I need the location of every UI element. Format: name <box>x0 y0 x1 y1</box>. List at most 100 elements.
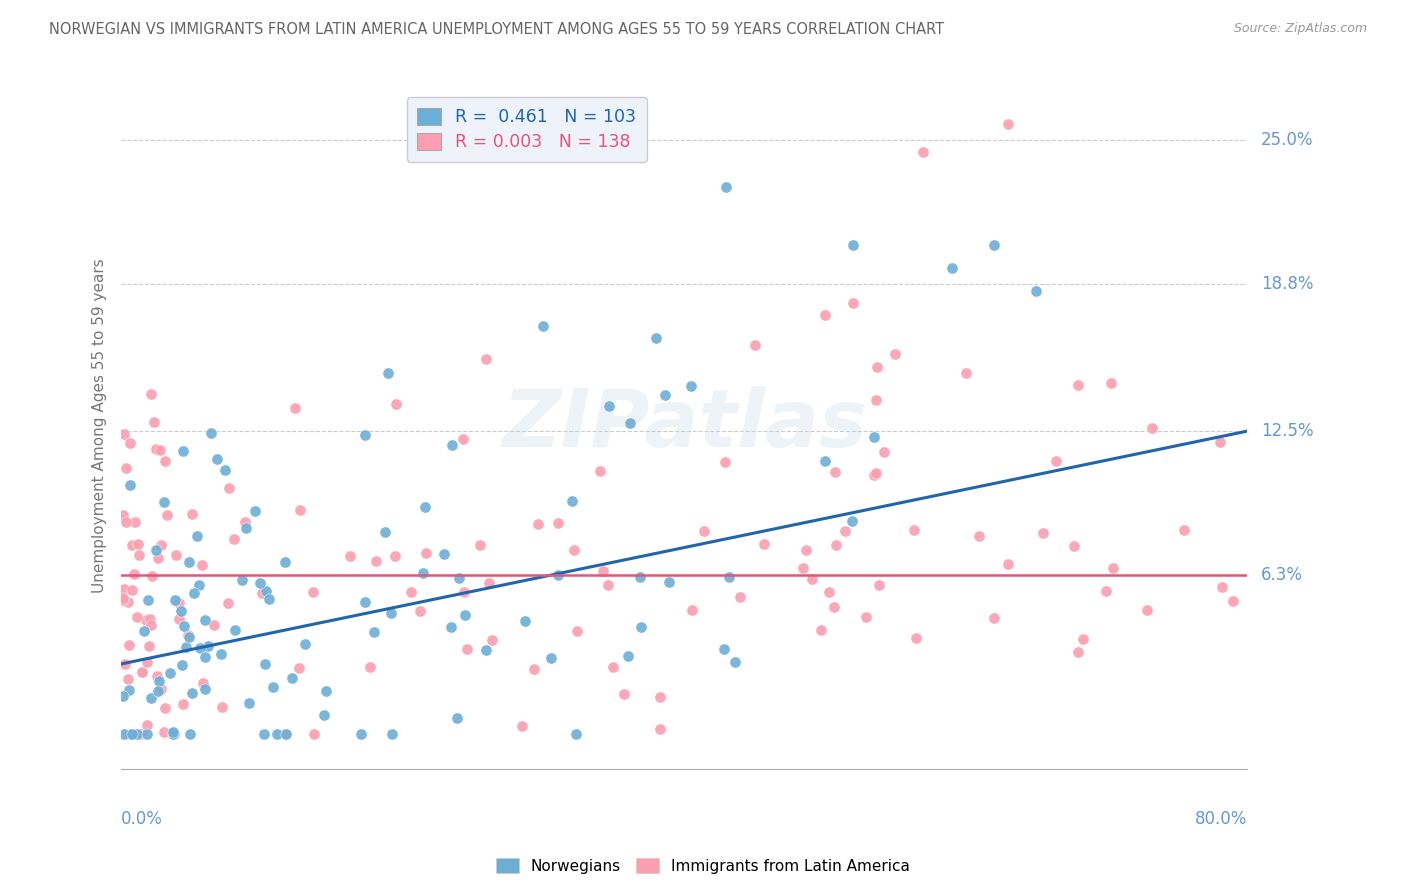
Point <box>967 529 990 543</box>
Text: NORWEGIAN VS IMMIGRANTS FROM LATIN AMERICA UNEMPLOYMENT AMONG AGES 55 TO 59 YEAR: NORWEGIAN VS IMMIGRANTS FROM LATIN AMERI… <box>49 22 945 37</box>
Point <box>941 261 963 276</box>
Point <box>645 331 668 345</box>
Point <box>122 567 145 582</box>
Point <box>173 619 195 633</box>
Legend: R =  0.461   N = 103, R = 0.003   N = 138: R = 0.461 N = 103, R = 0.003 N = 138 <box>406 97 647 161</box>
Point <box>127 727 149 741</box>
Point <box>475 352 498 367</box>
Point <box>567 624 589 639</box>
Point <box>350 727 373 741</box>
Point <box>284 401 307 415</box>
Point <box>172 443 194 458</box>
Point <box>190 558 212 572</box>
Point <box>156 508 179 523</box>
Point <box>510 719 533 733</box>
Point <box>1140 421 1163 435</box>
Point <box>136 593 159 607</box>
Point <box>200 425 222 440</box>
Point <box>118 682 141 697</box>
Point <box>565 727 588 741</box>
Point <box>1067 377 1090 392</box>
Point <box>470 538 492 552</box>
Point <box>233 515 256 529</box>
Point <box>135 613 157 627</box>
Point <box>693 524 716 538</box>
Point <box>217 596 239 610</box>
Point <box>117 595 139 609</box>
Point <box>127 537 149 551</box>
Point <box>602 660 624 674</box>
Point <box>312 708 335 723</box>
Point <box>165 592 187 607</box>
Point <box>728 591 751 605</box>
Text: 6.3%: 6.3% <box>1261 566 1303 584</box>
Point <box>792 561 814 575</box>
Point <box>1136 602 1159 616</box>
Point <box>177 630 200 644</box>
Point <box>146 684 169 698</box>
Point <box>145 442 167 457</box>
Point <box>183 586 205 600</box>
Point <box>112 426 135 441</box>
Point <box>617 648 640 663</box>
Point <box>540 650 562 665</box>
Point <box>214 463 236 477</box>
Point <box>474 643 496 657</box>
Point <box>873 445 896 459</box>
Point <box>194 682 217 697</box>
Y-axis label: Unemployment Among Ages 55 to 59 years: Unemployment Among Ages 55 to 59 years <box>93 258 107 592</box>
Point <box>1045 453 1067 467</box>
Point <box>863 430 886 444</box>
Point <box>354 428 377 442</box>
Point <box>262 681 284 695</box>
Point <box>145 543 167 558</box>
Point <box>588 464 610 478</box>
Point <box>250 586 273 600</box>
Point <box>188 640 211 655</box>
Point <box>121 539 143 553</box>
Point <box>294 637 316 651</box>
Point <box>149 682 172 697</box>
Point <box>842 296 865 310</box>
Point <box>446 711 468 725</box>
Point <box>188 578 211 592</box>
Point <box>381 727 404 741</box>
Point <box>218 481 240 495</box>
Point <box>112 727 135 741</box>
Point <box>181 686 204 700</box>
Point <box>997 117 1019 131</box>
Point <box>810 623 832 637</box>
Point <box>598 399 620 413</box>
Point <box>112 508 135 523</box>
Point <box>131 665 153 680</box>
Text: 25.0%: 25.0% <box>1261 131 1313 149</box>
Point <box>825 538 848 552</box>
Point <box>302 727 325 741</box>
Point <box>447 571 470 585</box>
Text: Source: ZipAtlas.com: Source: ZipAtlas.com <box>1233 22 1367 36</box>
Point <box>288 661 311 675</box>
Point <box>149 443 172 458</box>
Text: 18.8%: 18.8% <box>1261 276 1313 293</box>
Point <box>111 689 134 703</box>
Point <box>547 516 569 530</box>
Point <box>120 478 142 492</box>
Point <box>266 727 288 741</box>
Point <box>855 610 877 624</box>
Point <box>114 657 136 671</box>
Point <box>561 493 583 508</box>
Point <box>869 578 891 592</box>
Point <box>380 606 402 620</box>
Text: 80.0%: 80.0% <box>1195 810 1247 828</box>
Point <box>983 610 1005 624</box>
Point <box>288 503 311 517</box>
Point <box>716 179 738 194</box>
Point <box>658 575 681 590</box>
Point <box>713 454 735 468</box>
Point <box>150 538 173 552</box>
Point <box>610 121 633 136</box>
Point <box>884 347 907 361</box>
Point <box>257 591 280 606</box>
Point <box>177 627 200 641</box>
Point <box>202 618 225 632</box>
